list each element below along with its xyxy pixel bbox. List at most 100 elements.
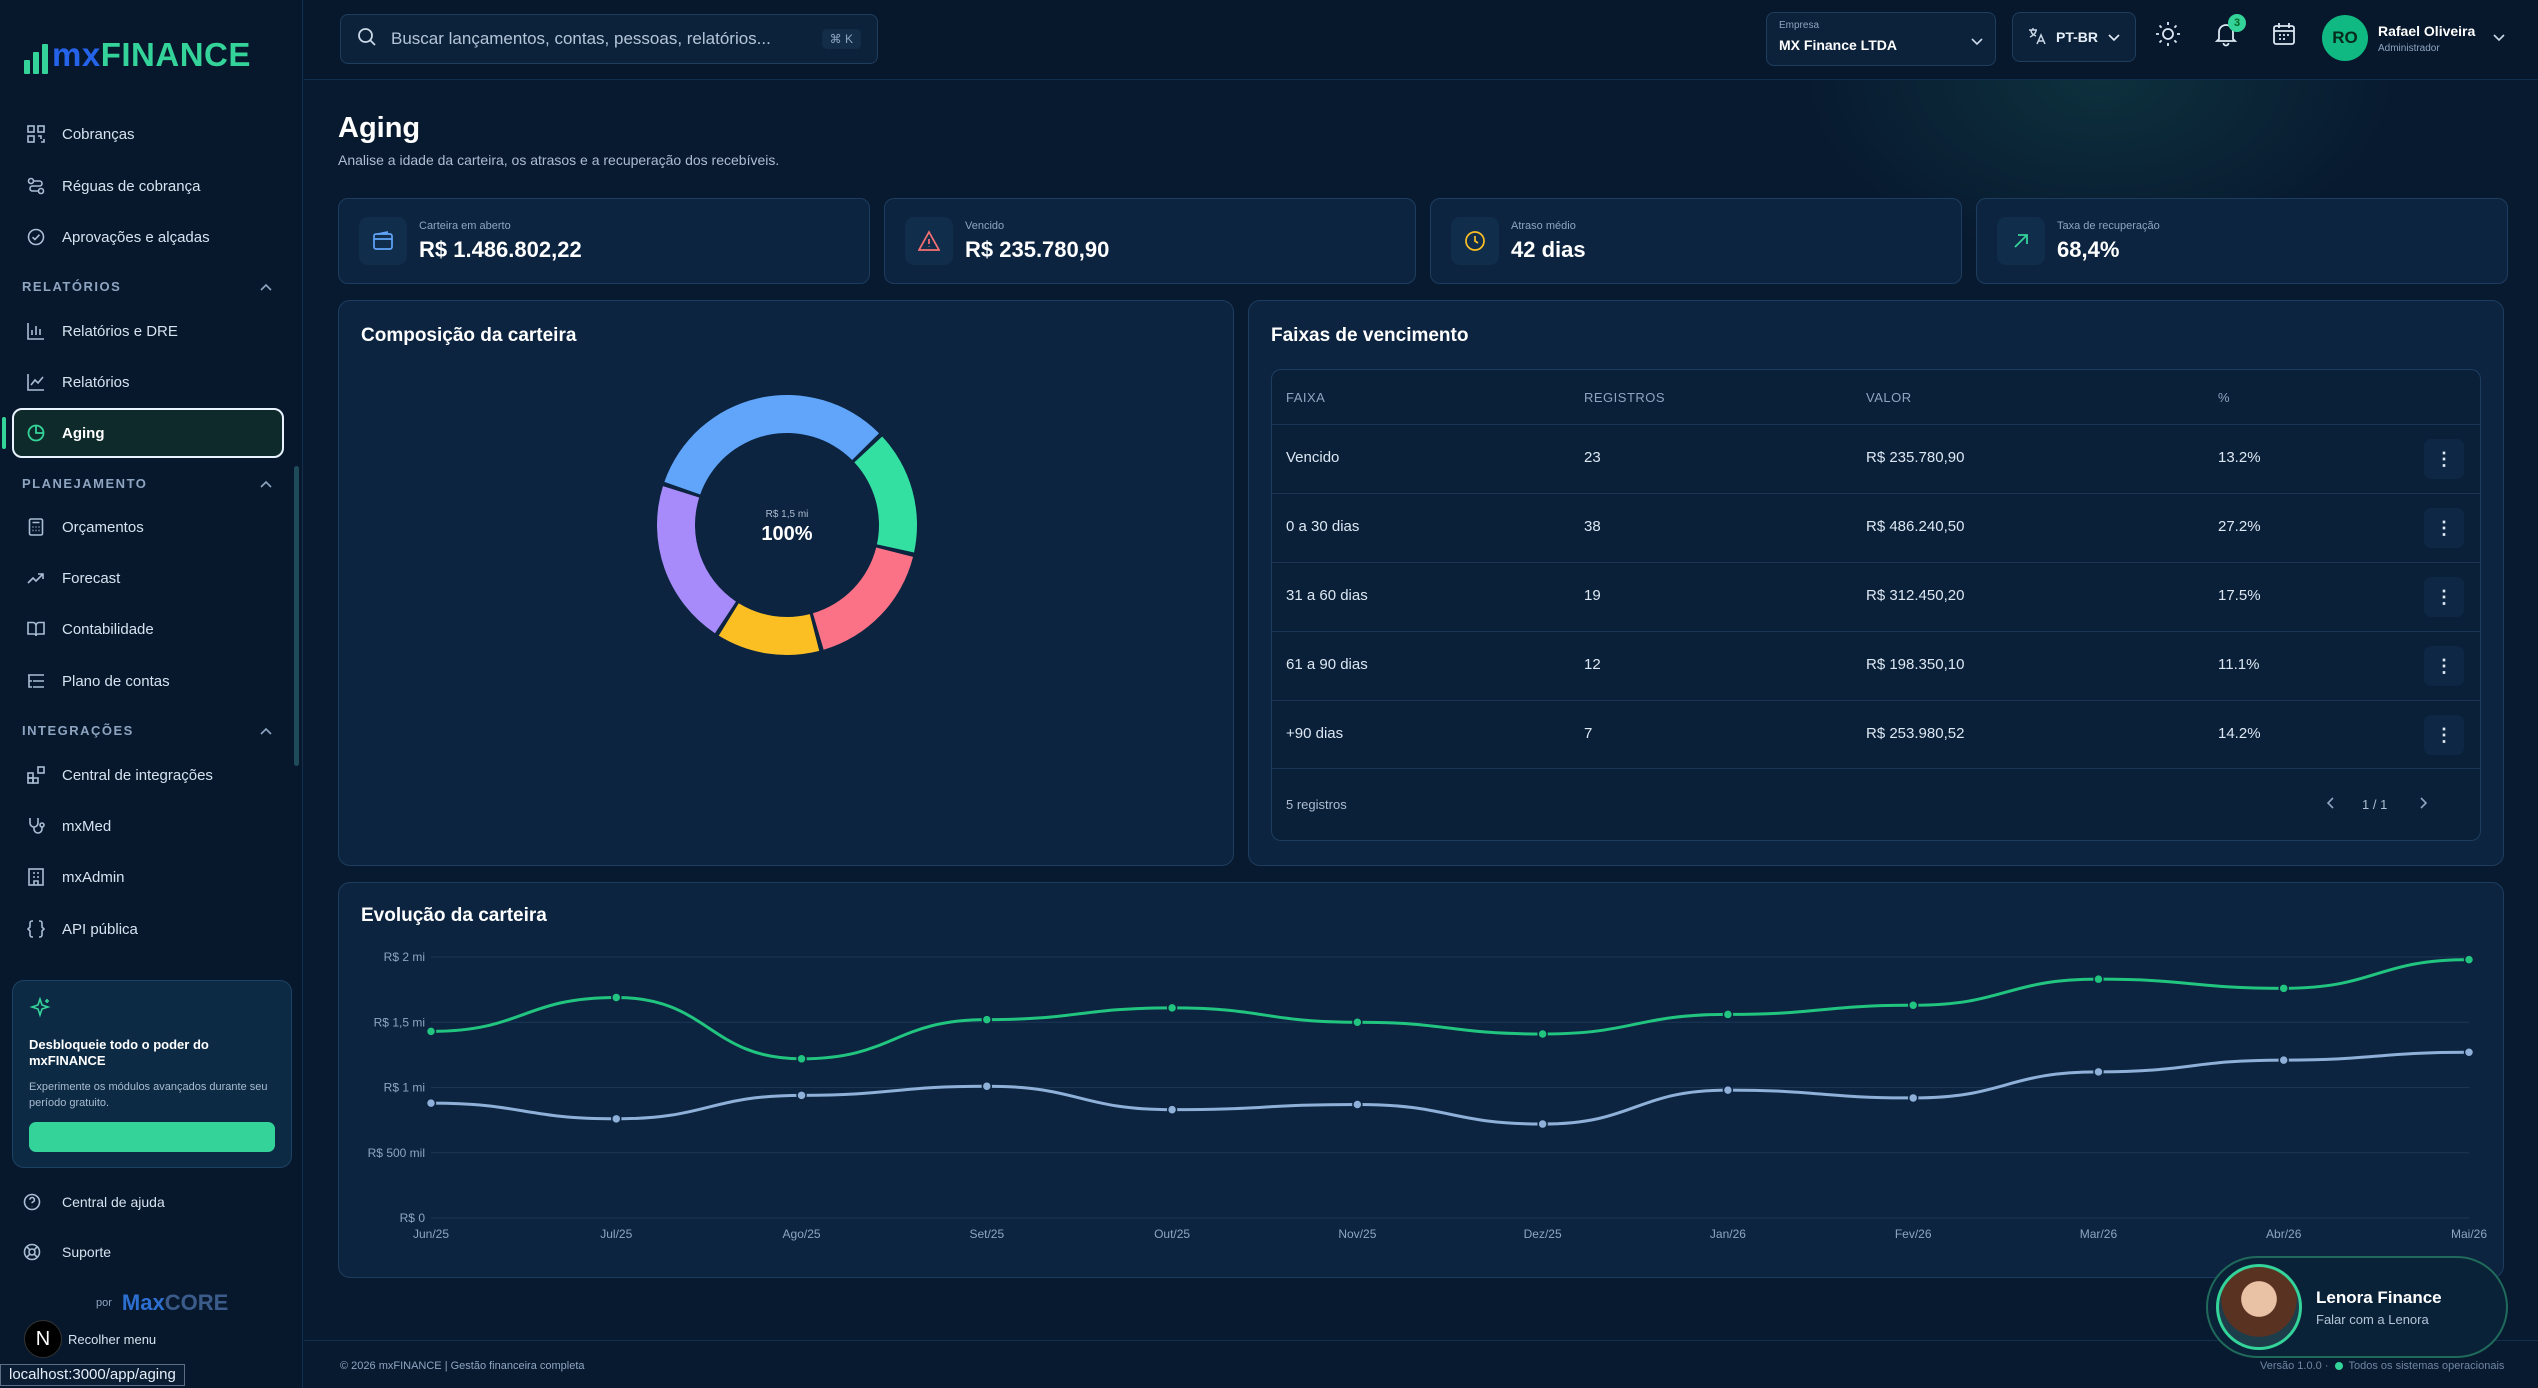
section-planejamento[interactable]: PLANEJAMENTO xyxy=(22,471,272,495)
assistant-chat-button[interactable]: Lenora Finance Falar com a Lenora xyxy=(2206,1256,2508,1358)
column-header-valor[interactable]: VALOR xyxy=(1866,390,1912,405)
data-point[interactable] xyxy=(1352,1099,1363,1110)
data-point[interactable] xyxy=(1537,1028,1548,1040)
section-integracoes[interactable]: INTEGRAÇÕES xyxy=(22,718,272,742)
prev-page-button[interactable] xyxy=(2312,787,2348,823)
x-tick-label: Jun/25 xyxy=(413,1227,449,1241)
data-point[interactable] xyxy=(2463,954,2475,965)
data-point[interactable] xyxy=(1907,1000,1919,1011)
x-tick-label: Dez/25 xyxy=(1524,1227,1562,1241)
data-point[interactable] xyxy=(2278,1054,2289,1066)
language-selector[interactable]: PT-BR xyxy=(2012,12,2136,62)
column-header-percent[interactable]: % xyxy=(2218,390,2231,405)
donut-segment[interactable] xyxy=(657,486,737,634)
powered-by: por MaxCORE xyxy=(96,1290,229,1315)
pagination-indicator: 1 / 1 xyxy=(2362,797,2388,812)
sidebar-item-central-integracoes[interactable]: Central de integrações xyxy=(14,753,282,797)
sidebar-item-relatorios-dre[interactable]: Relatórios e DRE xyxy=(14,309,282,353)
next-page-button[interactable] xyxy=(2406,787,2442,823)
x-tick-label: Jan/26 xyxy=(1710,1227,1746,1241)
column-header-faixa[interactable]: FAIXA xyxy=(1286,390,1326,405)
section-relatorios[interactable]: RELATÓRIOS xyxy=(22,274,272,298)
more-vertical-icon: ⋮ xyxy=(2435,724,2453,745)
collapse-menu-button[interactable]: N Recolher menu xyxy=(24,1320,156,1358)
data-point[interactable] xyxy=(796,1053,807,1065)
donut-segment[interactable] xyxy=(854,436,917,553)
sidebar-scrollbar[interactable] xyxy=(294,466,299,766)
donut-chart: R$ 1,5 mi 100% xyxy=(655,393,919,657)
sidebar-item-api-publica[interactable]: API pública xyxy=(14,907,282,951)
row-actions-button[interactable]: ⋮ xyxy=(2424,715,2464,755)
chevron-right-icon xyxy=(2420,796,2428,814)
promo-cta-button[interactable] xyxy=(29,1122,275,1152)
table-row[interactable]: 61 a 90 dias 12 R$ 198.350,10 11.1% ⋮ xyxy=(1272,631,2480,700)
data-point[interactable] xyxy=(2093,973,2104,985)
sidebar-item-forecast[interactable]: Forecast xyxy=(14,556,282,600)
data-point[interactable] xyxy=(425,1097,437,1109)
column-header-registros[interactable]: REGISTROS xyxy=(1584,390,1666,405)
data-point[interactable] xyxy=(1166,1002,1178,1014)
building-icon xyxy=(26,867,46,887)
table-footer: 5 registros 1 / 1 xyxy=(1272,768,2480,840)
company-selector[interactable]: Empresa MX Finance LTDA xyxy=(1766,12,1996,66)
calendar-button[interactable] xyxy=(2262,14,2306,58)
notifications-button[interactable]: 3 xyxy=(2204,14,2248,58)
sidebar-item-aprovacoes[interactable]: Aprovações e alçadas xyxy=(14,215,282,259)
sidebar-item-label: mxAdmin xyxy=(62,868,125,886)
data-point[interactable] xyxy=(1722,1084,1734,1096)
sidebar-item-label: mxMed xyxy=(62,817,112,835)
x-tick-label: Abr/26 xyxy=(2266,1227,2302,1241)
sidebar-item-mxadmin[interactable]: mxAdmin xyxy=(14,855,282,899)
notification-count-badge: 3 xyxy=(2228,14,2246,32)
sidebar-item-contabilidade[interactable]: Contabilidade xyxy=(14,607,282,651)
data-point[interactable] xyxy=(1537,1118,1548,1130)
support-link[interactable]: Suporte xyxy=(22,1242,111,1262)
data-point[interactable] xyxy=(1722,1009,1734,1020)
row-actions-button[interactable]: ⋮ xyxy=(2424,577,2464,617)
y-tick-label: R$ 0 xyxy=(400,1211,426,1225)
sidebar-item-mxmed[interactable]: mxMed xyxy=(14,804,282,848)
data-point[interactable] xyxy=(2093,1066,2104,1078)
sidebar-item-cobrancas[interactable]: Cobranças xyxy=(14,112,282,156)
data-point[interactable] xyxy=(981,1014,993,1025)
data-point[interactable] xyxy=(2463,1047,2475,1058)
sidebar-item-orcamentos[interactable]: Orçamentos xyxy=(14,505,282,549)
donut-segment[interactable] xyxy=(812,547,914,650)
sidebar-item-label: Relatórios xyxy=(62,373,130,391)
next-dev-badge[interactable]: N xyxy=(24,1320,62,1358)
sidebar-item-plano-de-contas[interactable]: Plano de contas xyxy=(14,659,282,703)
table-row[interactable]: 31 a 60 dias 19 R$ 312.450,20 17.5% ⋮ xyxy=(1272,562,2480,631)
row-actions-button[interactable]: ⋮ xyxy=(2424,439,2464,479)
search-input[interactable]: Buscar lançamentos, contas, pessoas, rel… xyxy=(340,14,878,64)
x-tick-label: Fev/26 xyxy=(1895,1227,1932,1241)
data-point[interactable] xyxy=(2278,983,2289,994)
help-center-link[interactable]: Central de ajuda xyxy=(22,1192,165,1212)
kpi-vencido: Vencido R$ 235.780,90 xyxy=(884,198,1416,284)
theme-toggle-button[interactable] xyxy=(2146,14,2190,58)
sidebar-item-relatorios[interactable]: Relatórios xyxy=(14,360,282,404)
sidebar-item-label: Central de integrações xyxy=(62,766,213,784)
data-point[interactable] xyxy=(425,1026,437,1037)
sidebar-item-reguas[interactable]: Réguas de cobrança xyxy=(14,164,282,208)
logo[interactable]: mxFINANCE xyxy=(24,36,251,74)
data-point[interactable] xyxy=(796,1090,807,1101)
data-point[interactable] xyxy=(1352,1017,1363,1028)
table-row[interactable]: Vencido 23 R$ 235.780,90 13.2% ⋮ xyxy=(1272,424,2480,493)
data-point[interactable] xyxy=(1907,1092,1919,1104)
data-point[interactable] xyxy=(611,1113,622,1125)
data-point[interactable] xyxy=(611,992,622,1003)
row-actions-button[interactable]: ⋮ xyxy=(2424,508,2464,548)
data-point[interactable] xyxy=(981,1080,993,1092)
row-actions-button[interactable]: ⋮ xyxy=(2424,646,2464,686)
sidebar-item-aging[interactable]: Aging xyxy=(12,408,284,458)
lifebuoy-icon xyxy=(22,1242,42,1262)
table-row[interactable]: +90 dias 7 R$ 253.980,52 14.2% ⋮ xyxy=(1272,700,2480,769)
table-row[interactable]: 0 a 30 dias 38 R$ 486.240,50 27.2% ⋮ xyxy=(1272,493,2480,562)
donut-segment[interactable] xyxy=(718,603,820,655)
donut-segment[interactable] xyxy=(664,395,880,495)
sidebar-item-label: Aging xyxy=(62,424,105,442)
data-point[interactable] xyxy=(1166,1104,1178,1115)
sidebar-item-label: Relatórios e DRE xyxy=(62,322,178,340)
user-menu[interactable]: RO Rafael Oliveira Administrador xyxy=(2322,10,2514,66)
aging-brackets-panel: Faixas de vencimento FAIXA REGISTROS VAL… xyxy=(1248,300,2504,866)
